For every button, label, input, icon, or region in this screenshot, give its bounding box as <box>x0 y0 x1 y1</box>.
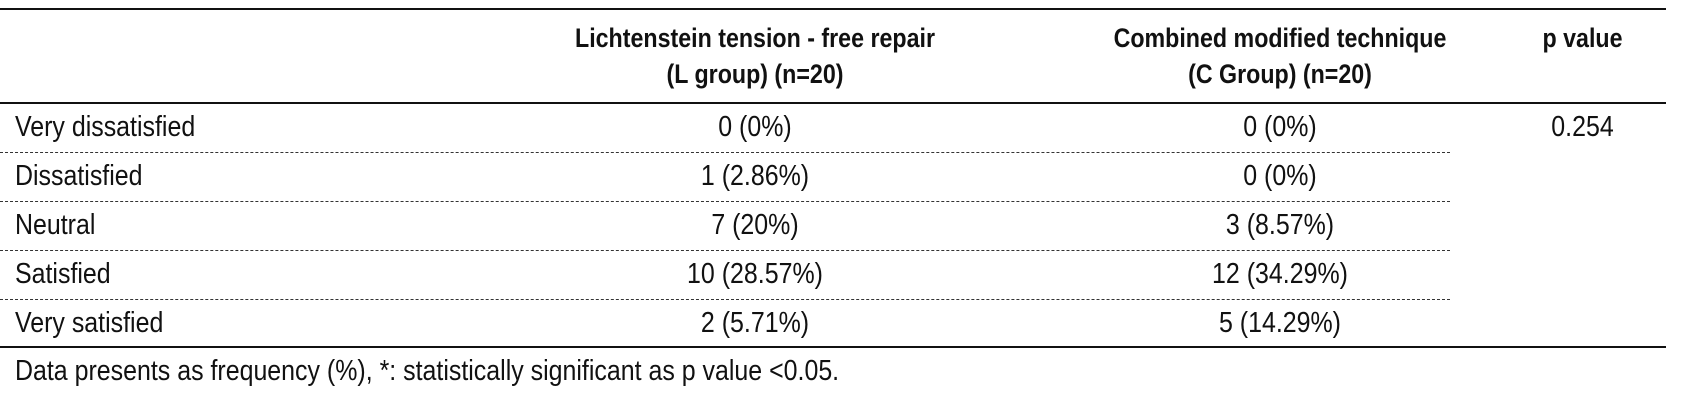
cell-lichtenstein: 10 (28.57%) <box>687 258 823 290</box>
table-row: Very dissatisfied 0 (0%) 0 (0%) 0.254 <box>0 104 1666 153</box>
table-footnote: Data presents as frequency (%), *: stati… <box>15 355 840 387</box>
table-header-row: Lichtenstein tension - free repair (L gr… <box>0 8 1666 102</box>
cell-lichtenstein: 0 (0%) <box>718 111 792 143</box>
table-row: Dissatisfied 1 (2.86%) 0 (0%) <box>0 153 1666 202</box>
row-label: Neutral <box>15 209 96 241</box>
table-row: Neutral 7 (20%) 3 (8.57%) <box>0 202 1666 251</box>
table-row: Satisfied 10 (28.57%) 12 (34.29%) <box>0 251 1666 300</box>
header-lichtenstein-line2: (L group) (n=20) <box>666 59 844 89</box>
row-label: Dissatisfied <box>15 160 143 192</box>
header-p-value: p value <box>1512 20 1654 56</box>
table-bottom-rule <box>0 346 1666 348</box>
table-row: Very satisfied 2 (5.71%) 5 (14.29%) <box>0 300 1666 349</box>
table-top-rule <box>0 8 1666 10</box>
cell-lichtenstein: 1 (2.86%) <box>700 160 810 192</box>
row-divider <box>0 250 1450 251</box>
header-p-value-label: p value <box>1542 23 1623 53</box>
cell-combined: 12 (34.29%) <box>1212 258 1348 290</box>
header-lichtenstein-line1: Lichtenstein tension - free repair <box>575 23 935 53</box>
row-divider <box>0 299 1450 300</box>
cell-combined: 0 (0%) <box>1243 160 1317 192</box>
row-divider <box>0 201 1450 202</box>
cell-lichtenstein: 7 (20%) <box>711 209 799 241</box>
row-label: Satisfied <box>15 258 111 290</box>
header-combined-line2: (C Group) (n=20) <box>1188 59 1372 89</box>
header-combined-line1: Combined modified technique <box>1113 23 1447 53</box>
row-divider <box>0 152 1450 153</box>
cell-p-value: 0.254 <box>1551 111 1614 143</box>
cell-combined: 0 (0%) <box>1243 111 1317 143</box>
cell-lichtenstein: 2 (5.71%) <box>700 307 810 339</box>
table-header-rule <box>0 102 1666 104</box>
header-combined-group: Combined modified technique (C Group) (n… <box>1069 20 1490 92</box>
row-label: Very satisfied <box>15 307 164 339</box>
header-lichtenstein-group: Lichtenstein tension - free repair (L gr… <box>536 20 975 92</box>
cell-combined: 3 (8.57%) <box>1225 209 1335 241</box>
row-label: Very dissatisfied <box>15 111 196 143</box>
cell-combined: 5 (14.29%) <box>1218 307 1341 339</box>
